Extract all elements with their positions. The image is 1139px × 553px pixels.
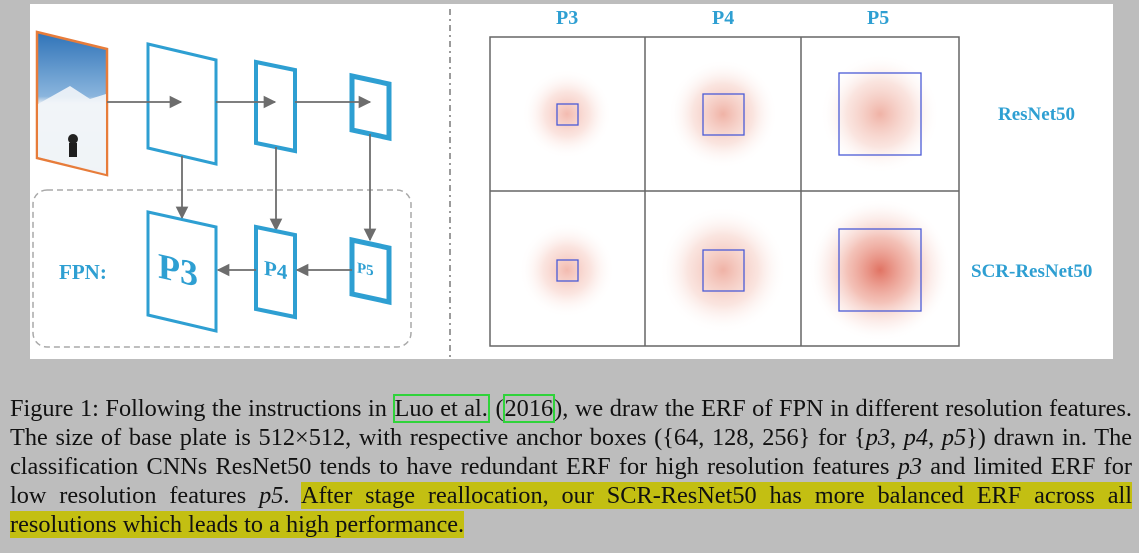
math-p5: p5	[941, 424, 967, 451]
fpn-plane-p3	[146, 210, 218, 333]
citation-paren-close: )	[554, 395, 563, 422]
erf-heat-resnet50-p4	[668, 59, 778, 169]
figure-graphics	[32, 9, 960, 359]
anchor-box-scr-p4	[702, 249, 745, 292]
erf-heat-resnet50-p3	[522, 69, 612, 159]
citation-link-author[interactable]: Luo et al.	[392, 394, 490, 423]
erf-col-header-p3: P3	[556, 7, 579, 29]
erf-heat-scr-p3	[519, 222, 615, 318]
math-p3: p3	[865, 424, 890, 451]
erf-heat-scr-p4	[659, 206, 787, 334]
caption-text-1: , we draw the ERF of FPN in different re…	[10, 395, 1132, 451]
backbone-plane-c3	[146, 42, 218, 166]
fpn-level-label-p4: P4	[264, 255, 288, 285]
caption-text-4: .	[283, 482, 290, 509]
erf-row-label-resnet50: ResNet50	[998, 104, 1076, 125]
erf-heat-scr-p5	[808, 198, 952, 342]
caption-text-2: }) drawn in. The classification CNNs Res…	[10, 424, 1133, 480]
fpn-plane-p5	[349, 236, 392, 306]
anchor-box-resnet50-p5	[838, 72, 922, 156]
erf-grid	[489, 36, 960, 347]
erf-col-header-p5: P5	[867, 7, 890, 29]
fpn-level-label-p3: P3	[158, 245, 198, 295]
anchor-box-resnet50-p4	[702, 93, 745, 136]
caption-prefix: Figure 1: Following the instructions in	[10, 395, 394, 422]
input-image	[35, 30, 109, 177]
fpn-label: FPN:	[59, 260, 107, 284]
citation-link-year[interactable]: 2016	[502, 394, 556, 423]
figure-caption: Figure 1: Following the instructions in …	[10, 394, 1133, 538]
anchor-box-resnet50-p3	[556, 103, 579, 126]
backbone-plane-c4	[254, 59, 297, 154]
erf-row-label-scr-resnet50: SCR-ResNet50	[971, 261, 1093, 282]
anchor-box-scr-p5	[838, 228, 922, 312]
math-p5-inline: p5	[259, 482, 284, 509]
fpn-plane-p4	[254, 224, 297, 320]
fpn-level-label-p5: P5	[357, 260, 374, 280]
figure-panel: FPN: P3 P4 P5 P3 P4 P5 ResNet50 SCR-ResN…	[30, 4, 1113, 359]
caption-text-3: and limited ERF for low resolution featu…	[10, 453, 1132, 509]
erf-heat-resnet50-p5	[820, 54, 940, 174]
erf-col-header-p4: P4	[712, 7, 735, 29]
math-p4: p4	[903, 424, 929, 451]
anchor-box-scr-p3	[556, 259, 579, 282]
fpn-region	[32, 189, 412, 348]
backbone-plane-c5	[349, 72, 392, 142]
citation-paren-open: (	[488, 395, 504, 422]
math-p3-inline: p3	[897, 453, 922, 480]
